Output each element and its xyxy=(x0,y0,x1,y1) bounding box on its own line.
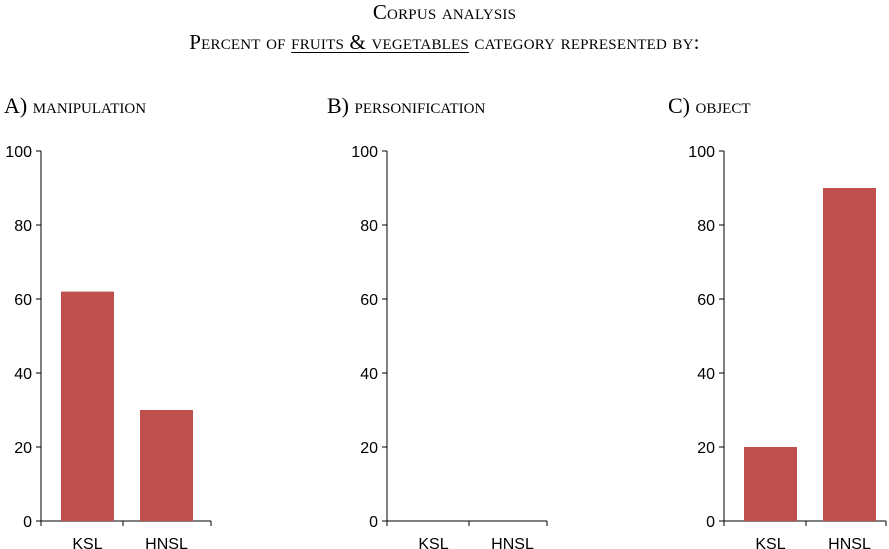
y-tick-label: 40 xyxy=(697,366,715,383)
y-tick-label: 100 xyxy=(5,144,32,161)
subtitle-suffix: category represented by: xyxy=(468,30,700,54)
y-tick-label: 40 xyxy=(14,366,32,383)
y-tick-label: 60 xyxy=(14,292,32,309)
category-label: HNSL xyxy=(828,536,871,549)
category-label: KSL xyxy=(418,536,448,549)
subtitle-category: fruits & vegetables xyxy=(291,30,469,54)
y-tick-label: 80 xyxy=(360,218,378,235)
category-label: KSL xyxy=(755,536,785,549)
chart-panel-3: C) object 0 20 40 60 80 100 KSL HNSL xyxy=(668,93,887,549)
subtitle-prefix: Percent of xyxy=(189,30,292,54)
category-label: HNSL xyxy=(145,536,188,549)
chart-panel-2: B) personification 0 20 40 60 80 100 KSL HNSL xyxy=(327,93,548,549)
category-label: KSL xyxy=(72,536,102,549)
y-tick-label: 20 xyxy=(360,440,378,457)
y-tick-label: 0 xyxy=(706,514,715,531)
bar-hnsl xyxy=(823,188,876,521)
bar-hnsl xyxy=(140,410,193,521)
y-tick-label: 80 xyxy=(697,218,715,235)
y-tick-label: 0 xyxy=(23,514,32,531)
panel-title: B) personification xyxy=(327,93,486,118)
figure-subtitle: Percent of fruits & vegetables category … xyxy=(0,30,889,55)
bar-ksl xyxy=(744,447,797,521)
y-tick-label: 80 xyxy=(14,218,32,235)
panel-title: A) manipulation xyxy=(4,93,146,118)
y-tick-label: 0 xyxy=(369,514,378,531)
category-label: HNSL xyxy=(491,536,534,549)
bar-ksl xyxy=(61,291,114,521)
y-tick-label: 60 xyxy=(697,292,715,309)
y-tick-label: 100 xyxy=(688,144,715,161)
y-tick-label: 40 xyxy=(360,366,378,383)
panel-title: C) object xyxy=(668,93,751,118)
y-tick-label: 20 xyxy=(14,440,32,457)
figure-title: Corpus analysis xyxy=(372,0,517,24)
y-tick-label: 20 xyxy=(697,440,715,457)
chart-panel-1: A) manipulation 0 20 40 60 80 100 KSL HNSL xyxy=(4,93,212,549)
y-tick-label: 60 xyxy=(360,292,378,309)
y-tick-label: 100 xyxy=(351,144,378,161)
